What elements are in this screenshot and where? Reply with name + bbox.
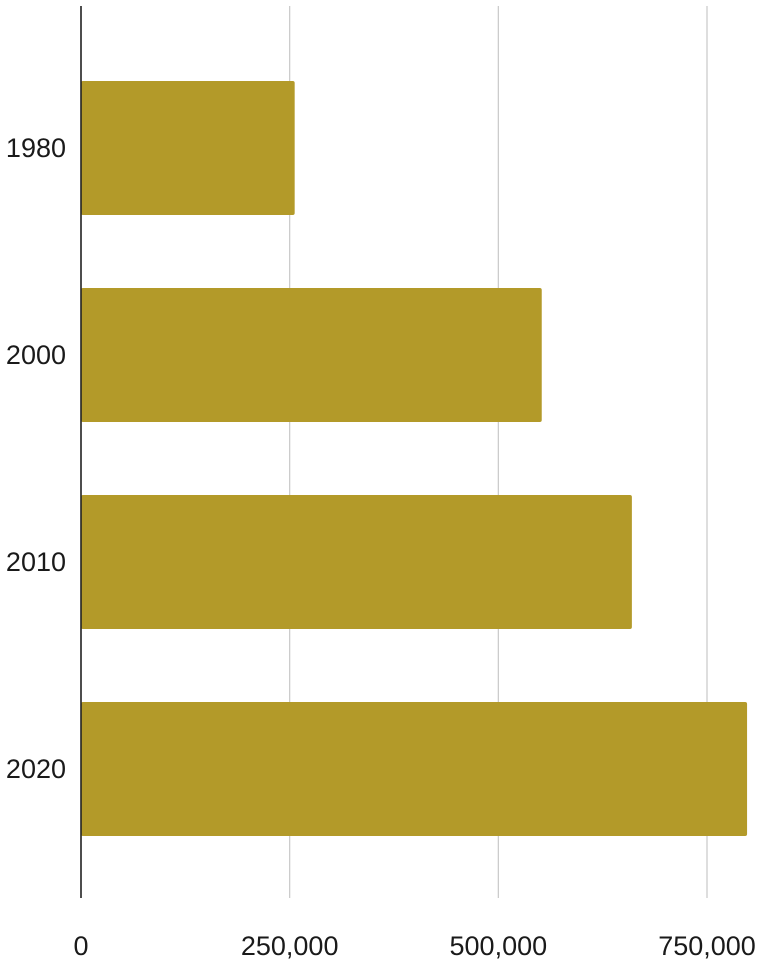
x-tick-label-250,000: 250,000 bbox=[241, 931, 339, 961]
x-tick-label-500,000: 500,000 bbox=[450, 931, 548, 961]
bar-1980 bbox=[81, 81, 295, 215]
x-tick-label-0: 0 bbox=[73, 931, 88, 961]
bar-2010 bbox=[81, 495, 632, 629]
category-label-2000: 2000 bbox=[6, 340, 66, 370]
category-label-2010: 2010 bbox=[6, 547, 66, 577]
labels: 1980 2000 2010 2020 0 250,000 500,000 750,000 bbox=[6, 133, 756, 961]
x-tick-label-750,000: 750,000 bbox=[658, 931, 756, 961]
bar-2020 bbox=[81, 702, 748, 836]
category-label-1980: 1980 bbox=[6, 133, 66, 163]
category-label-2020: 2020 bbox=[6, 754, 66, 784]
bar-2000 bbox=[81, 288, 542, 422]
bars bbox=[81, 81, 748, 836]
